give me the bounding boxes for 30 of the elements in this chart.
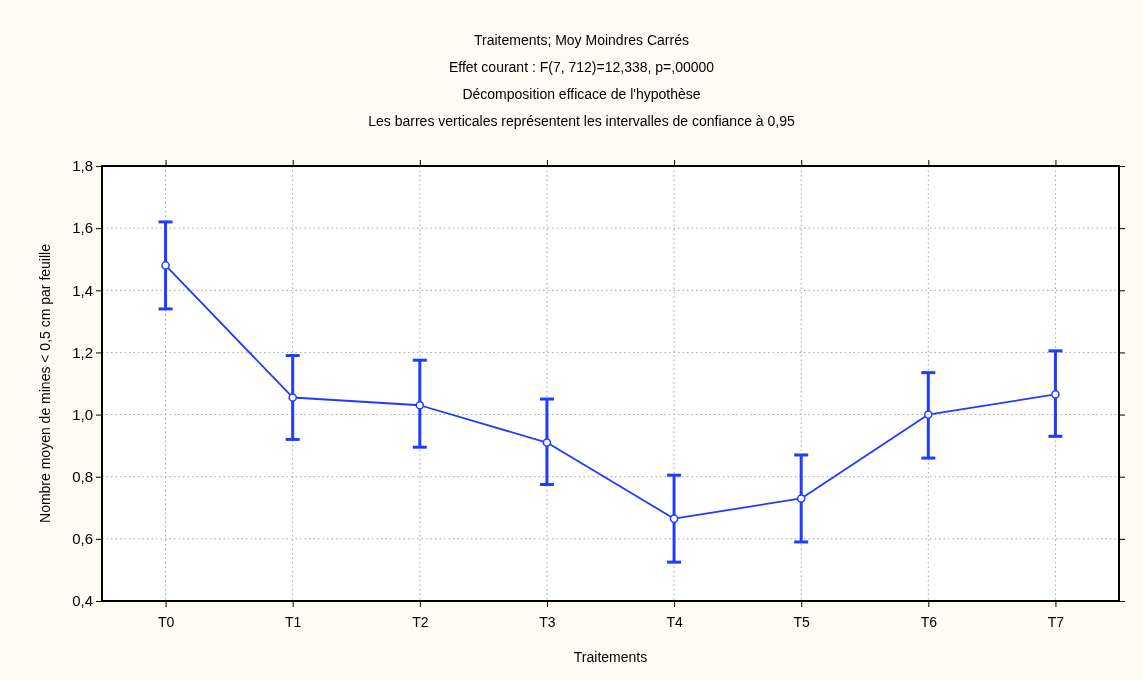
y-tick-label: 0,6 (72, 530, 93, 548)
x-axis-title: Traitements (573, 649, 648, 665)
point (796, 494, 806, 503)
chart-subtitle: Effet courant : F(7, 712)=12,338, p=,00000 (448, 59, 715, 75)
point (542, 438, 552, 447)
point (1051, 390, 1060, 399)
point (923, 410, 933, 419)
text: Décomposition efficace de l'hypothèse (462, 86, 701, 102)
y-tick-label: 1,0 (72, 405, 93, 423)
y-tick-label: 0,4 (72, 592, 93, 610)
point (415, 400, 425, 410)
y-axis-title: Nombre moyen de mines < 0,5 cm par feuille (37, 243, 53, 523)
y-tick-label: 1,8 (72, 157, 93, 175)
x-tick-label: T6 (920, 613, 938, 630)
x-tick-label: T2 (412, 613, 429, 630)
x-tick-label: T0 (157, 613, 175, 630)
x-tick-label: T4 (666, 613, 683, 630)
y-tick-label: 1,2 (72, 343, 93, 361)
x-tick-label: T1 (285, 613, 302, 630)
point (288, 393, 298, 402)
chart-title: Traitements; Moy Moindres Carrés (474, 32, 689, 48)
text: Les barres verticales représentent les intervalles de confiance à 0,95 (368, 113, 795, 129)
y-tick-label: 1,4 (72, 281, 93, 299)
y-tick-label: 1,6 (72, 219, 93, 237)
x-tick-label: T3 (539, 613, 556, 630)
point (669, 514, 679, 523)
x-tick-label: T5 (793, 613, 811, 630)
y-tick-label: 0,8 (72, 468, 93, 486)
x-tick-label: T7 (1047, 613, 1065, 630)
point (161, 261, 170, 270)
